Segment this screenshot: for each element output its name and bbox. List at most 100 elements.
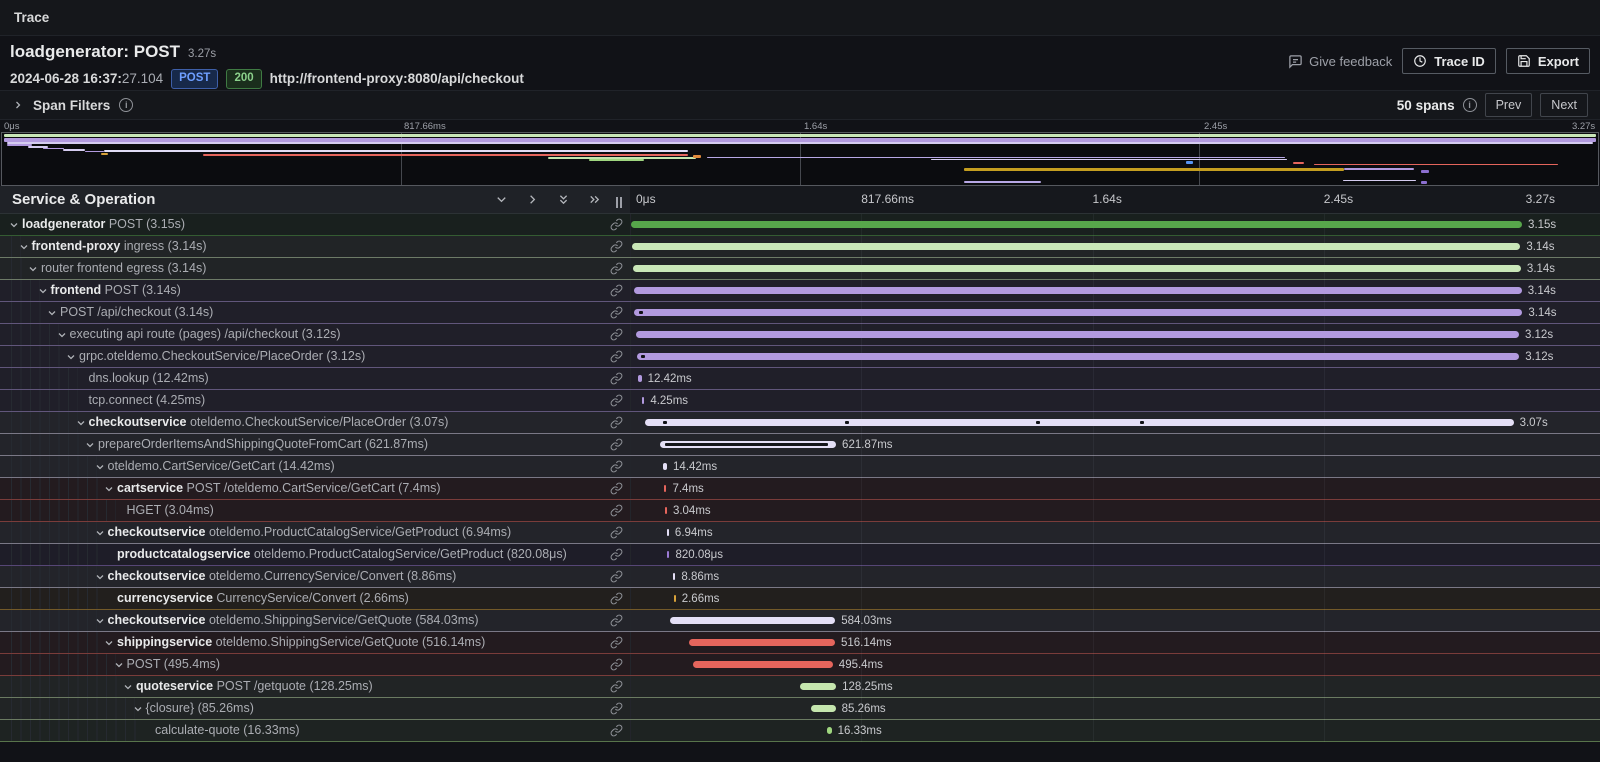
- chevron-down-icon[interactable]: [46, 307, 58, 319]
- span-row[interactable]: oteldemo.CartService/GetCart (14.42ms) 14…: [0, 456, 1600, 478]
- span-link-icon[interactable]: [610, 240, 623, 253]
- span-link-icon[interactable]: [610, 702, 623, 715]
- span-link-icon[interactable]: [610, 438, 623, 451]
- chevron-down-icon[interactable]: [113, 659, 125, 671]
- span-bar[interactable]: [692, 661, 833, 668]
- span-row[interactable]: executing api route (pages) /api/checkou…: [0, 324, 1600, 346]
- chevron-down-icon[interactable]: [94, 571, 106, 583]
- span-bar[interactable]: [645, 419, 1514, 426]
- span-link-icon[interactable]: [610, 306, 623, 319]
- span-link-icon[interactable]: [610, 504, 623, 517]
- span-link-icon[interactable]: [610, 394, 623, 407]
- chevron-down-icon[interactable]: [18, 241, 30, 253]
- span-link-icon[interactable]: [610, 636, 623, 649]
- span-row[interactable]: cartservice POST /oteldemo.CartService/G…: [0, 478, 1600, 500]
- chevron-down-icon[interactable]: [132, 703, 144, 715]
- span-bar[interactable]: [811, 705, 836, 712]
- chevron-down-icon[interactable]: [8, 219, 20, 231]
- span-row[interactable]: checkoutservice oteldemo.ProductCatalogS…: [0, 522, 1600, 544]
- span-bar[interactable]: [660, 441, 837, 448]
- chevron-down-icon[interactable]: [94, 461, 106, 473]
- span-link-icon[interactable]: [610, 680, 623, 693]
- span-row[interactable]: prepareOrderItemsAndShippingQuoteFromCar…: [0, 434, 1600, 456]
- span-bar[interactable]: [688, 639, 835, 646]
- span-row[interactable]: checkoutservice oteldemo.CheckoutService…: [0, 412, 1600, 434]
- span-link-icon[interactable]: [610, 284, 623, 297]
- span-bar[interactable]: [638, 375, 642, 382]
- span-row[interactable]: checkoutservice oteldemo.CurrencyService…: [0, 566, 1600, 588]
- span-bar[interactable]: [633, 287, 1522, 294]
- span-link-icon[interactable]: [610, 482, 623, 495]
- span-link-icon[interactable]: [610, 218, 623, 231]
- span-bar[interactable]: [664, 485, 667, 492]
- chevron-down-icon[interactable]: [122, 681, 134, 693]
- span-link-icon[interactable]: [610, 592, 623, 605]
- chevron-down-icon[interactable]: [94, 527, 106, 539]
- prev-button[interactable]: Prev: [1484, 93, 1533, 117]
- span-row[interactable]: grpc.oteldemo.CheckoutService/PlaceOrder…: [0, 346, 1600, 368]
- next-button[interactable]: Next: [1540, 93, 1588, 117]
- span-filters-toggle[interactable]: Span Filters i: [12, 98, 134, 113]
- span-row[interactable]: currencyservice CurrencyService/Convert …: [0, 588, 1600, 610]
- span-link-icon[interactable]: [610, 262, 623, 275]
- span-link-icon[interactable]: [610, 416, 623, 429]
- span-link-icon[interactable]: [610, 350, 623, 363]
- chevron-down-icon[interactable]: [94, 615, 106, 627]
- span-link-icon[interactable]: [610, 658, 623, 671]
- span-bar[interactable]: [642, 397, 645, 404]
- span-bar[interactable]: [632, 243, 1521, 250]
- span-link-icon[interactable]: [610, 548, 623, 561]
- chevron-down-icon[interactable]: [65, 351, 77, 363]
- span-link-icon[interactable]: [610, 614, 623, 627]
- span-row[interactable]: frontend-proxy ingress (3.14s) 3.14s: [0, 236, 1600, 258]
- span-bar[interactable]: [664, 507, 667, 514]
- span-row[interactable]: shippingservice oteldemo.ShippingService…: [0, 632, 1600, 654]
- chevron-down-icon[interactable]: [37, 285, 49, 297]
- collapse-all-icon[interactable]: [556, 192, 571, 207]
- span-bar[interactable]: [672, 573, 676, 580]
- span-row[interactable]: POST /api/checkout (3.14s) 3.14s: [0, 302, 1600, 324]
- span-row[interactable]: frontend POST (3.14s) 3.14s: [0, 280, 1600, 302]
- span-link-icon[interactable]: [610, 570, 623, 583]
- span-link-icon[interactable]: [610, 460, 623, 473]
- span-bar[interactable]: [634, 309, 1523, 316]
- span-bar[interactable]: [827, 727, 832, 734]
- span-bar[interactable]: [662, 463, 668, 470]
- span-bar[interactable]: [799, 683, 837, 690]
- span-link-icon[interactable]: [610, 372, 623, 385]
- expand-one-icon[interactable]: [525, 192, 540, 207]
- span-bar[interactable]: [631, 221, 1523, 228]
- span-bar[interactable]: [636, 353, 1520, 360]
- span-row[interactable]: tcp.connect (4.25ms) 4.25ms: [0, 390, 1600, 412]
- chevron-down-icon[interactable]: [103, 483, 115, 495]
- span-row[interactable]: checkoutservice oteldemo.ShippingService…: [0, 610, 1600, 632]
- column-resize-handle[interactable]: [616, 197, 622, 208]
- span-bar[interactable]: [666, 529, 669, 536]
- span-bar[interactable]: [667, 551, 670, 558]
- chevron-down-icon[interactable]: [27, 263, 39, 275]
- chevron-down-icon[interactable]: [75, 417, 87, 429]
- span-bar[interactable]: [670, 617, 836, 624]
- span-link-icon[interactable]: [610, 328, 623, 341]
- span-row[interactable]: quoteservice POST /getquote (128.25ms) 12…: [0, 676, 1600, 698]
- trace-id-button[interactable]: Trace ID: [1402, 48, 1496, 74]
- chevron-down-icon[interactable]: [84, 439, 96, 451]
- span-row[interactable]: router frontend egress (3.14s) 3.14s: [0, 258, 1600, 280]
- chevron-down-icon[interactable]: [56, 329, 68, 341]
- span-row[interactable]: {closure} (85.26ms) 85.26ms: [0, 698, 1600, 720]
- expand-all-icon[interactable]: [587, 192, 602, 207]
- span-row[interactable]: POST (495.4ms) 495.4ms: [0, 654, 1600, 676]
- minimap-viewport[interactable]: [1, 132, 1599, 186]
- give-feedback-link[interactable]: Give feedback: [1288, 48, 1392, 74]
- collapse-one-icon[interactable]: [494, 192, 509, 207]
- span-bar[interactable]: [673, 595, 676, 602]
- span-row[interactable]: dns.lookup (12.42ms) 12.42ms: [0, 368, 1600, 390]
- chevron-down-icon[interactable]: [103, 637, 115, 649]
- span-row[interactable]: HGET (3.04ms) 3.04ms: [0, 500, 1600, 522]
- span-bar[interactable]: [636, 331, 1519, 338]
- export-button[interactable]: Export: [1505, 48, 1590, 74]
- span-link-icon[interactable]: [610, 526, 623, 539]
- span-row[interactable]: calculate-quote (16.33ms) 16.33ms: [0, 720, 1600, 742]
- span-link-icon[interactable]: [610, 724, 623, 737]
- span-row[interactable]: loadgenerator POST (3.15s) 3.15s: [0, 214, 1600, 236]
